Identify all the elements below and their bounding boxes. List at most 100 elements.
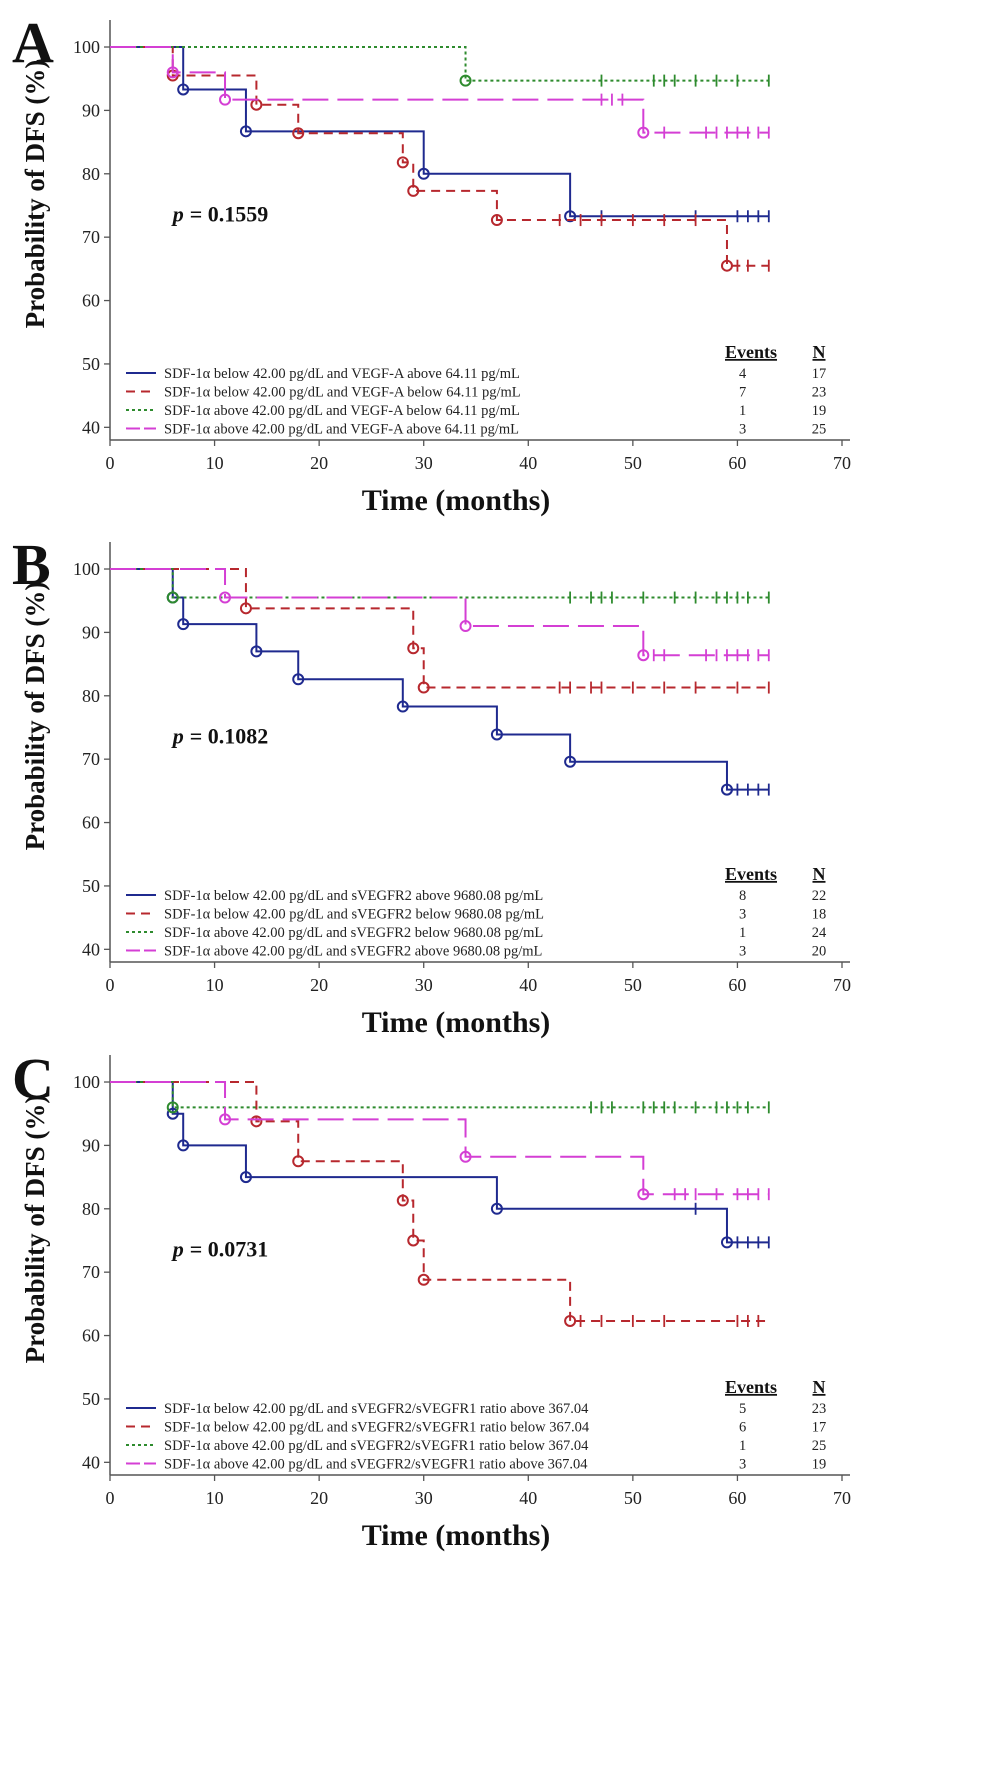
- legend-events-header: Events: [725, 342, 777, 362]
- x-tick-label: 30: [415, 453, 433, 473]
- series-2: [110, 46, 770, 272]
- x-tick-label: 70: [833, 453, 851, 473]
- legend-label: SDF-1α above 42.00 pg/dL and sVEGFR2/sVE…: [164, 1438, 589, 1454]
- event-marker: [417, 681, 430, 694]
- event-marker: [417, 1273, 430, 1286]
- event-marker: [396, 700, 409, 713]
- x-tick-label: 20: [310, 975, 328, 995]
- y-tick-label: 100: [73, 1072, 100, 1092]
- event-marker: [292, 127, 305, 140]
- event-marker: [166, 66, 179, 79]
- legend-events-value: 1: [739, 403, 746, 419]
- y-tick-label: 60: [82, 291, 100, 311]
- y-tick-label: 70: [82, 227, 100, 247]
- legend-n-value: 24: [812, 925, 827, 941]
- x-tick-label: 40: [519, 975, 537, 995]
- p-value: p = 0.1082: [171, 723, 269, 748]
- x-axis-label: Time (months): [362, 1519, 551, 1552]
- legend-events-value: 3: [739, 906, 746, 922]
- legend-events-value: 3: [739, 943, 746, 959]
- x-tick-label: 0: [106, 1488, 115, 1508]
- panel-b: 40 50 60 70 80 90 100 0 10 20 30 40 50 60 70 Time (mont…: [12, 532, 851, 1039]
- event-marker: [239, 1171, 252, 1184]
- legend-label: SDF-1α below 42.00 pg/dL and VEGF-A belo…: [164, 384, 521, 400]
- x-tick-label: 20: [310, 1488, 328, 1508]
- event-marker: [637, 1188, 650, 1201]
- legend: Events N SDF-1α below 42.00 pg/dL and sVEG…: [126, 1377, 827, 1472]
- p-value-text: = 0.1559: [190, 201, 269, 226]
- legend-n-value: 19: [812, 403, 827, 419]
- event-marker: [292, 1155, 305, 1168]
- legend-events-value: 8: [739, 888, 746, 904]
- x-tick-label: 40: [519, 453, 537, 473]
- x-axis-label: Time (months): [362, 484, 551, 517]
- y-tick-label: 80: [82, 164, 100, 184]
- event-marker: [219, 1113, 232, 1126]
- event-marker: [564, 210, 577, 223]
- p-symbol: p: [171, 723, 184, 748]
- panel-c: 40 50 60 70 80 90 100 0 10 20 30 40 50 60 70 Time (mont…: [12, 1046, 851, 1552]
- legend-label: SDF-1α above 42.00 pg/dL and sVEGFR2 bel…: [164, 925, 543, 941]
- y-tick-label: 90: [82, 1135, 100, 1155]
- x-tick-label: 40: [519, 1488, 537, 1508]
- legend-events-value: 4: [739, 366, 747, 382]
- panel-letter: B: [12, 532, 51, 597]
- p-value: p = 0.0731: [171, 1236, 269, 1261]
- legend-n-value: 20: [812, 943, 827, 959]
- x-tick-label: 10: [206, 453, 224, 473]
- legend-label: SDF-1α below 42.00 pg/dL and sVEGFR2/sVE…: [164, 1401, 589, 1417]
- event-marker: [177, 1139, 190, 1152]
- y-tick-label: 70: [82, 1262, 100, 1282]
- legend-events-value: 3: [739, 1456, 746, 1472]
- legend-label: SDF-1α above 42.00 pg/dL and VEGF-A belo…: [164, 403, 520, 419]
- legend-n-value: 25: [812, 1438, 827, 1454]
- event-marker: [490, 1202, 503, 1215]
- event-marker: [396, 156, 409, 169]
- y-tick-label: 50: [82, 876, 100, 896]
- event-marker: [250, 645, 263, 658]
- event-marker: [407, 184, 420, 197]
- legend-n-header: N: [812, 864, 825, 884]
- legend-label: SDF-1α below 42.00 pg/dL and sVEGFR2 bel…: [164, 906, 544, 922]
- y-tick-label: 40: [82, 939, 100, 959]
- series-line: [110, 1081, 769, 1244]
- series-4: [110, 568, 770, 662]
- legend: Events N SDF-1α below 42.00 pg/dL and VEGF…: [126, 342, 827, 437]
- event-marker: [720, 1236, 733, 1249]
- y-axis-label: Probability of DFS (%): [20, 1095, 50, 1364]
- legend-events-value: 5: [739, 1401, 746, 1417]
- legend-label: SDF-1α below 42.00 pg/dL and sVEGFR2/sVE…: [164, 1419, 590, 1435]
- x-tick-label: 50: [624, 453, 642, 473]
- series-1: [110, 46, 770, 223]
- series-line: [110, 568, 769, 791]
- y-tick-label: 100: [73, 37, 100, 57]
- series-line: [110, 568, 769, 657]
- event-marker: [459, 1150, 472, 1163]
- series-4: [110, 46, 770, 139]
- panel-a: 40 50 60 70 80 90 100 0 10 20 30 40 50 60 70 Time (mont…: [12, 10, 851, 517]
- series-line: [110, 46, 769, 267]
- series-line: [110, 46, 769, 218]
- series-line: [110, 1081, 769, 1322]
- panel-letter: A: [12, 10, 54, 75]
- event-marker: [417, 167, 430, 180]
- x-tick-label: 50: [624, 975, 642, 995]
- event-marker: [239, 125, 252, 138]
- legend-n-header: N: [812, 1377, 825, 1397]
- y-tick-label: 80: [82, 686, 100, 706]
- x-tick-label: 10: [206, 1488, 224, 1508]
- event-marker: [250, 1115, 263, 1128]
- p-value-text: = 0.1082: [190, 723, 269, 748]
- event-marker: [166, 591, 179, 604]
- legend-events-value: 6: [739, 1419, 746, 1435]
- event-marker: [177, 618, 190, 631]
- series-line: [110, 46, 769, 82]
- y-tick-label: 100: [73, 559, 100, 579]
- y-tick-label: 90: [82, 100, 100, 120]
- y-tick-label: 40: [82, 1452, 100, 1472]
- y-tick-label: 80: [82, 1199, 100, 1219]
- legend-label: SDF-1α above 42.00 pg/dL and sVEGFR2 abo…: [164, 943, 542, 959]
- event-marker: [459, 620, 472, 633]
- event-marker: [407, 1234, 420, 1247]
